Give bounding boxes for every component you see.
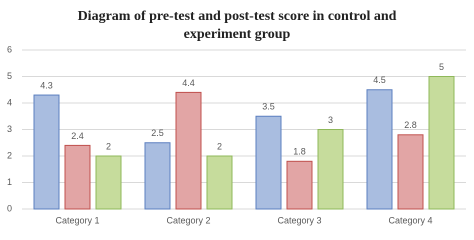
- bar: [175, 91, 202, 210]
- value-label: 2: [106, 141, 111, 151]
- y-tick-label: 2: [7, 150, 12, 160]
- chart: 0 1 2 3 4 5 6 Category 1 4.3 2.4 2 Category 2 2.5 4.4…: [7, 44, 466, 225]
- y-tick-label: 4: [7, 97, 12, 107]
- bar: [397, 134, 424, 210]
- value-label: 5: [439, 62, 444, 72]
- value-label: 4.4: [182, 78, 195, 88]
- bar: [95, 155, 122, 210]
- value-label: 3: [328, 115, 333, 125]
- bar: [317, 129, 344, 210]
- y-tick-label: 5: [7, 71, 12, 81]
- value-label: 2.5: [151, 128, 164, 138]
- bar: [64, 144, 91, 210]
- value-label: 3.5: [262, 102, 275, 112]
- chart-title: Diagram of pre-test and post-test score …: [77, 9, 397, 42]
- y-tick-label: 3: [7, 124, 12, 134]
- y-tick-label: 1: [7, 177, 12, 187]
- bar: [286, 160, 313, 210]
- bar: [33, 94, 60, 210]
- x-tick-label: Category 1: [55, 215, 99, 225]
- value-label: 4.5: [373, 75, 386, 85]
- value-label: 1.8: [293, 147, 306, 157]
- bar: [428, 76, 455, 210]
- y-tick-label: 6: [7, 44, 12, 54]
- value-label: 4.3: [40, 80, 53, 90]
- x-tick-label: Category 3: [277, 215, 321, 225]
- x-tick-label: Category 4: [388, 215, 432, 225]
- value-label: 2: [217, 141, 222, 151]
- page: Diagram of pre-test and post-test score …: [6, 9, 466, 226]
- value-label: 2.8: [404, 120, 417, 130]
- y-tick-label: 0: [7, 203, 12, 213]
- bar: [144, 142, 171, 210]
- x-tick-label: Category 2: [166, 215, 210, 225]
- bar: [206, 155, 233, 210]
- value-label: 2.4: [71, 131, 84, 141]
- bar: [366, 89, 393, 210]
- bar: [255, 115, 282, 210]
